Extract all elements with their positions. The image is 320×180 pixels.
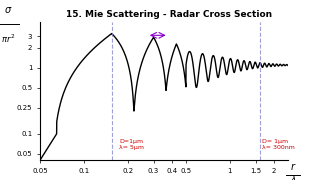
- Text: $\sigma$: $\sigma$: [4, 5, 12, 15]
- Text: D= 1μm
λ= 300nm: D= 1μm λ= 300nm: [262, 139, 294, 150]
- Title: 15. Mie Scattering - Radar Cross Section: 15. Mie Scattering - Radar Cross Section: [66, 10, 272, 19]
- Text: $\lambda$: $\lambda$: [290, 173, 296, 180]
- Text: $r$: $r$: [290, 161, 296, 172]
- Text: D=1μm
λ= 5μm: D=1μm λ= 5μm: [119, 139, 144, 150]
- Text: $\pi r^2$: $\pi r^2$: [1, 33, 15, 45]
